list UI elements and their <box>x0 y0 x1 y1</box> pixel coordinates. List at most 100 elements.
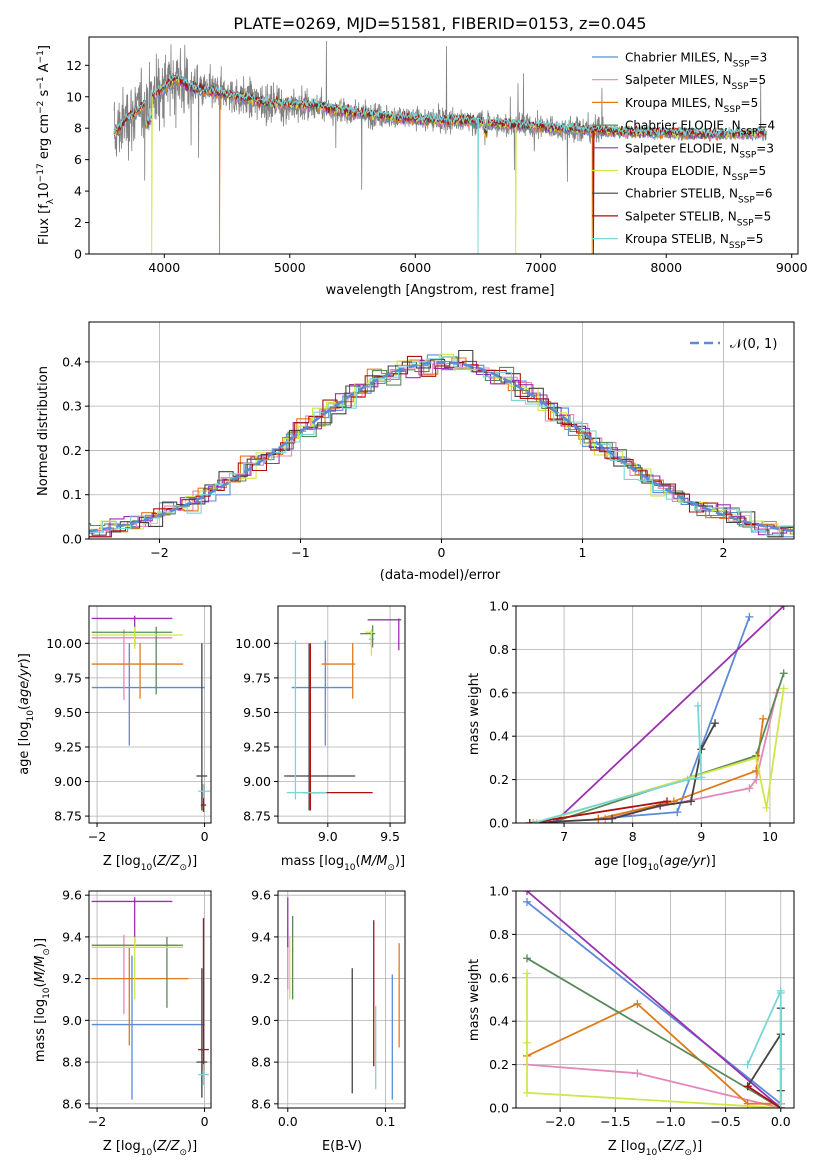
y-tick-label: 0.6 <box>489 685 509 700</box>
x-tick-label: 9 <box>697 829 705 844</box>
x-tick-label: 9.0 <box>318 829 338 844</box>
mass_vs_ebv-plot-area <box>287 897 400 1100</box>
spectrum-plot-area <box>113 40 767 254</box>
y-tick-label: 0.0 <box>489 1101 509 1116</box>
spectrum-frame <box>88 36 799 255</box>
error-bar-point <box>91 936 184 1008</box>
legend-entry: Chabrier STELIB, NSSP=6 <box>625 187 773 206</box>
residuals-axes: −2 −1 0 1 2 0.0 0.1 0.2 0.3 0.4 𝒩(0, 1) <box>62 321 795 560</box>
series-line <box>526 1002 781 1105</box>
series-marker <box>776 1099 785 1108</box>
x-axis-label: (data-model)/error <box>380 568 501 583</box>
y-tick-label: 9.2 <box>251 971 271 986</box>
x-tick-label: 0.1 <box>376 1114 396 1129</box>
x-axis-label: wavelength [Angstrom, rest frame] <box>326 283 555 298</box>
x-tick-label: −2.0 <box>545 1114 575 1129</box>
legend-entry: Salpeter MILES, NSSP=5 <box>625 73 766 92</box>
error-bar-point <box>367 618 402 651</box>
age_vs_Z-grid <box>89 606 211 823</box>
error-bar-point <box>91 643 205 746</box>
residuals-plot-area <box>89 349 794 538</box>
error-bar-point <box>198 1064 209 1086</box>
mass_weight_vs_Z-frame <box>515 890 795 1109</box>
y-tick-label: 0.6 <box>489 970 509 985</box>
series-marker <box>608 814 617 823</box>
mass_weight_vs_age-grid <box>516 605 794 824</box>
error-bar-point <box>286 640 327 800</box>
error-bar-point <box>360 625 376 648</box>
x-tick-label: −1.0 <box>655 1114 685 1129</box>
y-tick-label: 8 <box>74 121 82 136</box>
mass_vs_ebv-frame <box>277 890 406 1109</box>
series-line <box>553 606 785 823</box>
legend-entry: Chabrier ELODIE, NSSP=4 <box>625 119 775 138</box>
mass_vs_Z-grid <box>89 891 211 1108</box>
spectrum-model-line <box>113 71 767 254</box>
y-tick-label: 9.0 <box>251 1013 271 1028</box>
residual-histogram <box>89 359 794 538</box>
y-tick-label: 10.00 <box>235 636 271 651</box>
age_vs_mass-plot-area <box>284 618 402 811</box>
series-line <box>746 990 782 1104</box>
age_vs_Z-frame <box>88 605 212 824</box>
y-tick-label: 9.4 <box>251 929 271 944</box>
y-tick-label: 9.50 <box>54 705 82 720</box>
residual-histogram <box>89 353 794 532</box>
mass_weight_vs_Z-plot-area <box>523 891 785 1108</box>
y-axis-label: Normed distribution <box>36 366 51 496</box>
x-tick-label: −2 <box>150 545 168 560</box>
error-bar-point <box>91 955 205 1100</box>
y-tick-label: 9.25 <box>54 739 82 754</box>
y-tick-label: 8.8 <box>251 1055 271 1070</box>
y-tick-label: 0.4 <box>489 729 509 744</box>
series-marker <box>759 714 768 723</box>
x-axis-label: mass [log10(M/M⊙)] <box>281 854 405 873</box>
age_vs_mass-frame <box>277 605 406 824</box>
series-marker <box>687 797 696 806</box>
y-tick-label: 9.00 <box>243 774 271 789</box>
mass_vs_Z-axes: −2 0 8.6 8.8 9.0 9.2 9.4 9.6 <box>62 888 212 1129</box>
legend-entry: Salpeter ELODIE, NSSP=3 <box>625 141 774 160</box>
x-axis-label: Z [log10(Z/Z⊙)] <box>103 854 197 873</box>
y-tick-label: 0.2 <box>489 1057 509 1072</box>
x-tick-label: 10 <box>762 829 778 844</box>
series-marker <box>743 1082 752 1091</box>
error-bar-point <box>91 629 173 700</box>
y-tick-label: 9.4 <box>62 929 82 944</box>
y-tick-label: 10.00 <box>46 636 82 651</box>
error-bar-point <box>365 629 374 656</box>
y-tick-label: 12 <box>66 58 82 73</box>
series-marker <box>743 1060 752 1069</box>
y-tick-label: 0.1 <box>62 487 82 502</box>
x-tick-label: −1.5 <box>600 1114 630 1129</box>
y-tick-label: 8.75 <box>54 809 82 824</box>
x-tick-label: −2 <box>88 829 106 844</box>
error-bar-point <box>198 918 209 1071</box>
mass_weight_vs_age-plot-area <box>525 606 788 823</box>
series-marker <box>523 897 532 906</box>
x-tick-label: 0 <box>438 545 446 560</box>
mass_weight_vs_age-axes: 7 8 9 10 0.0 0.2 0.4 0.6 0.8 1.0 <box>489 599 795 844</box>
x-tick-label: 9.5 <box>380 829 400 844</box>
x-axis-label: age [log10(age/yr)] <box>594 854 716 873</box>
x-tick-label: −2 <box>88 1114 106 1129</box>
series-marker <box>633 999 642 1008</box>
y-tick-label: 9.2 <box>62 971 82 986</box>
series-line <box>526 891 782 1108</box>
series-marker <box>663 797 672 806</box>
x-tick-label: 0 <box>201 829 209 844</box>
error-bar-point <box>91 626 184 649</box>
y-tick-label: 9.6 <box>62 888 82 903</box>
y-axis-label: age [log10(age/yr)] <box>17 653 36 775</box>
y-tick-label: 10 <box>66 89 82 104</box>
y-tick-label: 8.6 <box>251 1096 271 1111</box>
series-marker <box>752 775 761 784</box>
error-bar-point <box>321 643 356 699</box>
y-tick-label: 1.0 <box>489 599 509 614</box>
error-bar-point <box>198 784 210 799</box>
age_vs_mass-axes: 9.0 9.5 8.75 9.00 9.25 9.50 9.75 10.00 <box>235 605 406 844</box>
residual-histogram <box>89 357 794 538</box>
y-axis-label: mass weight <box>467 959 482 1041</box>
series-line <box>526 973 781 1108</box>
mass_vs_ebv-axes: 0.0 0.1 8.6 8.8 9.0 9.2 9.4 9.6 <box>251 888 406 1129</box>
